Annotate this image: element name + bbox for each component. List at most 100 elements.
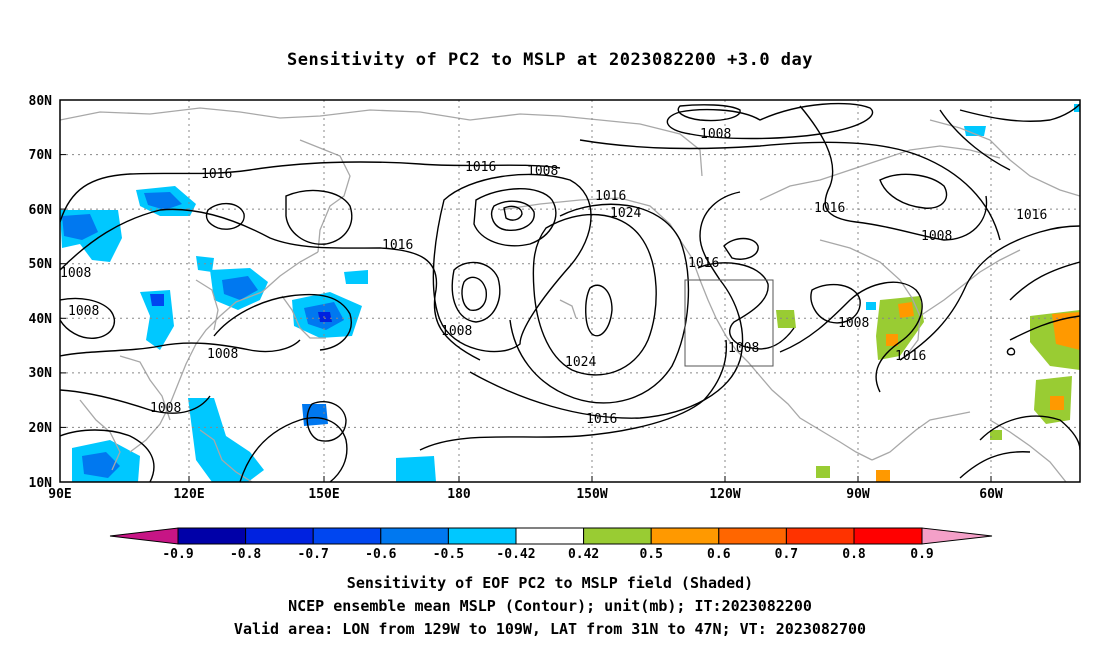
lat-label: 10N — [29, 476, 53, 491]
contour-label: 1016 — [586, 412, 617, 427]
colorbar-tick: 0.7 — [775, 547, 798, 562]
colorbar-tick: 0.6 — [707, 547, 731, 562]
latitude-labels: 80N 70N 60N 50N 40N 30N 20N 10N — [29, 94, 53, 491]
contour-line — [959, 103, 1080, 122]
caption-line: Sensitivity of EOF PC2 to MSLP field (Sh… — [346, 574, 754, 592]
contour-line — [979, 415, 1080, 451]
lat-label: 40N — [29, 312, 53, 327]
caption-line: Valid area: LON from 129W to 109W, LAT f… — [233, 620, 867, 638]
lon-label: 120E — [173, 487, 204, 502]
contour-line — [60, 297, 115, 339]
axis-ticks — [60, 99, 992, 483]
contour-line — [779, 281, 923, 393]
contour-line — [532, 213, 657, 376]
contour-line — [432, 173, 592, 353]
colorbar-tick: 0.42 — [568, 547, 599, 562]
colorbar-cell — [921, 527, 993, 545]
shaded-sensitivity-layer — [60, 104, 1080, 482]
contour-label: 1008 — [838, 316, 869, 331]
contour-line — [205, 203, 245, 230]
contour-label: 1016 — [814, 201, 845, 216]
shade-positive — [776, 310, 796, 328]
contour-line — [461, 276, 487, 311]
colorbar-cell — [380, 527, 449, 545]
contour-line — [60, 339, 301, 357]
coastline — [871, 411, 971, 461]
contour-line — [666, 102, 874, 140]
contour-line — [239, 417, 348, 482]
contour-line — [60, 389, 211, 414]
shade-negative — [964, 126, 986, 136]
coastline — [919, 249, 1021, 317]
shade-positive — [876, 470, 890, 482]
colorbar-tick: -0.42 — [496, 547, 535, 562]
contour-line — [451, 261, 501, 323]
contour-label: 1016 — [465, 160, 496, 175]
contour-line — [509, 203, 690, 404]
shade-negative — [188, 398, 264, 482]
coastline — [299, 139, 351, 253]
lat-label: 20N — [29, 421, 53, 436]
shade-negative — [222, 276, 258, 300]
coastline — [679, 239, 873, 461]
shade-negative — [866, 302, 876, 310]
mslp-contours — [60, 102, 1080, 482]
lon-label: 150W — [576, 487, 607, 502]
colorbar-cell — [718, 527, 787, 545]
shade-negative — [150, 294, 164, 306]
lon-label: 60W — [979, 487, 1003, 502]
lon-label: 90W — [846, 487, 870, 502]
shade-negative — [62, 214, 98, 240]
contour-line — [810, 283, 861, 324]
contour-line — [959, 451, 1031, 479]
contour-label: 1008 — [441, 324, 472, 339]
longitude-labels: 90E 120E 150E 180 150W 120W 90W 60W — [48, 487, 1003, 502]
contour-label: 1008 — [700, 127, 731, 142]
contour-line — [473, 188, 557, 247]
colorbar-cell — [785, 527, 855, 545]
contour-line — [899, 225, 1080, 361]
lat-label: 60N — [29, 203, 53, 218]
contour-line — [306, 401, 347, 442]
colorbar-tick: -0.7 — [298, 547, 329, 562]
colorbar-tick: -0.5 — [433, 547, 464, 562]
contour-label: 1016 — [201, 167, 232, 182]
coastline — [195, 279, 219, 331]
contour-line — [939, 109, 1011, 171]
contour-label: 1016 — [895, 349, 926, 364]
contour-label: 1008 — [150, 401, 181, 416]
contour-line — [213, 293, 352, 351]
map-title: Sensitivity of PC2 to MSLP at 2023082200… — [286, 50, 813, 70]
contour-label: 1024 — [610, 206, 641, 221]
valid-area-box — [684, 279, 774, 367]
contour-line — [585, 284, 613, 337]
colorbar-tick: 0.9 — [910, 547, 933, 562]
lat-label: 80N — [29, 94, 53, 109]
contour-line — [60, 429, 155, 482]
contour-label: 1008 — [527, 164, 558, 179]
coastline — [129, 251, 319, 453]
shade-negative — [140, 290, 174, 350]
contour-line — [469, 191, 744, 419]
graticule — [60, 100, 1080, 482]
colorbar-cell — [312, 527, 382, 545]
shade-positive — [990, 430, 1002, 440]
shade-positive — [886, 334, 898, 346]
contour-line — [490, 200, 535, 231]
contour-label: 1016 — [1016, 208, 1047, 223]
lat-label: 50N — [29, 257, 53, 272]
colorbar-cell — [650, 527, 720, 545]
contour-line — [799, 105, 988, 241]
colorbar-cell — [583, 527, 652, 545]
contour-label: 1008 — [68, 304, 99, 319]
coastline — [759, 145, 1001, 201]
coastline — [79, 399, 121, 471]
lat-label: 30N — [29, 366, 53, 381]
shade-negative — [318, 312, 332, 322]
lon-label: 150E — [308, 487, 339, 502]
negative-sensitivity-shading — [60, 104, 1080, 482]
colorbar-cell — [515, 527, 585, 545]
contour-label: 1008 — [728, 341, 759, 356]
contour-labels: 1016 1016 1008 1016 1024 1008 1016 1016 … — [60, 127, 1047, 427]
shade-negative — [344, 270, 368, 284]
